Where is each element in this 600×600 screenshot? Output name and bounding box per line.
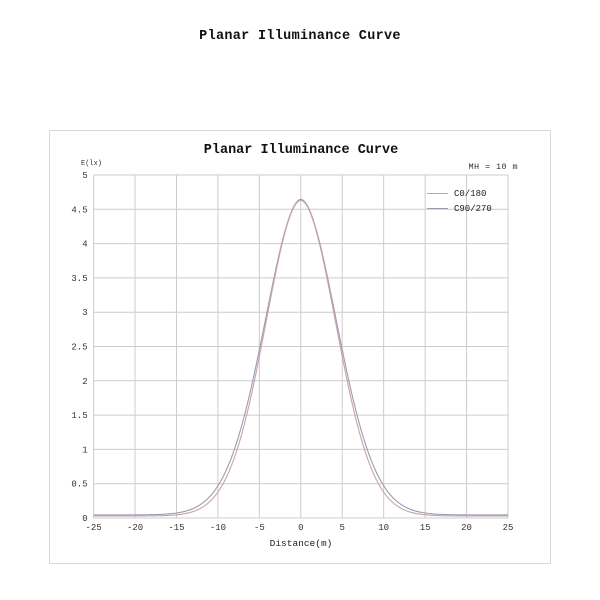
svg-text:-5: -5	[254, 523, 265, 533]
svg-text:3.5: 3.5	[71, 274, 87, 284]
svg-text:25: 25	[503, 523, 514, 533]
svg-text:Distance(m): Distance(m)	[270, 538, 333, 549]
svg-text:3: 3	[82, 308, 87, 318]
svg-text:0: 0	[82, 514, 87, 524]
svg-text:-15: -15	[168, 523, 184, 533]
svg-text:2.5: 2.5	[71, 343, 87, 353]
svg-text:1.5: 1.5	[71, 411, 87, 421]
svg-text:5: 5	[82, 171, 87, 181]
svg-text:10: 10	[378, 523, 389, 533]
svg-text:0.5: 0.5	[71, 480, 87, 490]
svg-text:4: 4	[82, 240, 87, 250]
svg-text:20: 20	[461, 523, 472, 533]
svg-text:2: 2	[82, 377, 87, 387]
svg-text:1: 1	[82, 445, 87, 455]
svg-text:5: 5	[340, 523, 345, 533]
svg-text:-20: -20	[127, 523, 143, 533]
svg-text:-10: -10	[210, 523, 226, 533]
svg-text:15: 15	[420, 523, 431, 533]
svg-text:4.5: 4.5	[71, 205, 87, 215]
svg-text:0: 0	[298, 523, 303, 533]
svg-text:-25: -25	[85, 523, 101, 533]
